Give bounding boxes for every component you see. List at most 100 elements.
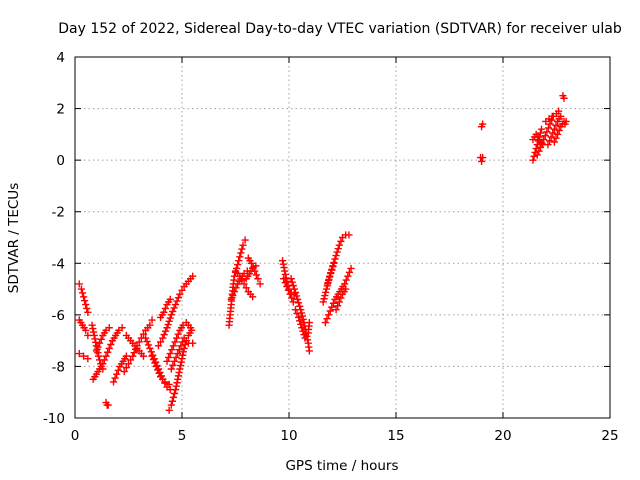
data-point [178, 355, 186, 363]
data-point [169, 342, 178, 350]
data-point [535, 147, 543, 155]
data-point [104, 348, 112, 356]
data-point [288, 278, 296, 286]
data-point [533, 151, 541, 159]
data-point [79, 293, 88, 301]
data-point [337, 237, 345, 245]
data-point [139, 352, 148, 360]
data-point [174, 372, 183, 380]
data-point [168, 346, 176, 354]
data-point [256, 280, 264, 288]
axis-ticks [74, 56, 611, 419]
data-point [323, 280, 332, 288]
data-point [342, 285, 350, 293]
data-point [135, 338, 143, 346]
data-point [326, 273, 334, 281]
data-point [544, 124, 553, 132]
data-point [550, 125, 558, 133]
data-point [289, 298, 297, 306]
data-point [173, 334, 181, 342]
x-tick-label: 20 [494, 428, 511, 444]
data-point [163, 324, 171, 332]
data-point [104, 401, 112, 409]
data-point [79, 352, 88, 360]
data-point [179, 351, 187, 359]
data-point [97, 335, 105, 343]
data-point [536, 143, 545, 151]
data-point [109, 378, 118, 386]
data-point [553, 130, 562, 138]
data-point [548, 112, 556, 120]
x-tick-label: 10 [280, 428, 297, 444]
data-point [286, 290, 294, 298]
y-tick-label: -6 [52, 308, 65, 324]
data-point [175, 368, 183, 377]
data-point [129, 352, 137, 360]
data-point [252, 271, 260, 279]
data-point [143, 337, 151, 346]
data-point [547, 133, 555, 141]
data-point [111, 374, 119, 382]
data-point [329, 299, 338, 307]
data-point [240, 280, 248, 288]
data-point [305, 347, 313, 355]
y-tick-label: 4 [56, 50, 65, 66]
data-point [107, 340, 115, 349]
data-point [167, 365, 175, 373]
data-point [148, 316, 156, 324]
data-point [290, 285, 298, 293]
data-point [555, 107, 563, 115]
data-point [84, 355, 92, 363]
data-point [345, 268, 354, 276]
data-point [321, 318, 329, 327]
data-point [301, 334, 309, 342]
data-point [328, 303, 336, 311]
data-point [124, 360, 133, 368]
data-point [332, 251, 340, 260]
data-point [238, 276, 246, 284]
data-point [142, 334, 150, 342]
data-point [337, 294, 345, 302]
data-point [77, 285, 86, 293]
data-point [127, 356, 135, 364]
data-point [174, 330, 182, 338]
data-point [326, 307, 334, 315]
data-point [334, 302, 342, 310]
data-point [530, 152, 538, 160]
data-point [549, 129, 557, 137]
x-tick-label: 25 [601, 428, 618, 444]
data-point [234, 260, 242, 269]
data-point [168, 397, 176, 405]
data-point [88, 321, 96, 329]
data-point [330, 259, 338, 267]
y-tick-label: -4 [52, 256, 65, 272]
data-point [82, 326, 90, 334]
data-point [169, 393, 178, 401]
data-point [289, 282, 297, 290]
data-point [479, 153, 487, 162]
data-point [167, 311, 175, 319]
data-point [157, 338, 165, 346]
data-point [154, 342, 163, 350]
data-point [305, 318, 313, 327]
data-point [281, 270, 290, 279]
plot-frame [74, 56, 611, 419]
data-point [341, 280, 349, 288]
data-point [342, 276, 350, 284]
data-point [94, 343, 102, 351]
data-points [75, 92, 570, 414]
data-point [249, 263, 257, 271]
data-point [295, 299, 303, 307]
data-point [232, 284, 240, 292]
data-point [174, 375, 182, 383]
y-tick-label: -2 [52, 205, 65, 221]
data-point [178, 286, 186, 294]
data-point [254, 275, 262, 283]
data-point [102, 352, 110, 360]
data-point [173, 297, 181, 305]
data-point [171, 300, 180, 309]
x-tick-label: 15 [387, 428, 404, 444]
data-point [323, 315, 331, 323]
data-point [291, 288, 300, 297]
y-axis-label: SDTVAR / TECUs [6, 183, 22, 293]
